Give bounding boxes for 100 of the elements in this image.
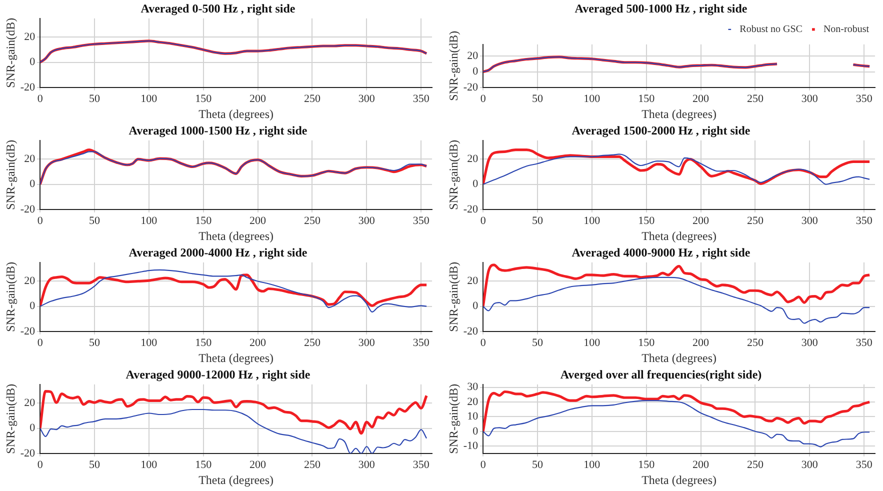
x-tick-label: 100	[584, 214, 601, 227]
x-tick-label: 350	[412, 458, 430, 471]
x-tick-label: 100	[140, 214, 158, 227]
x-axis-title: Theta (degrees)	[198, 106, 274, 121]
legend-label: Robust no GSC	[740, 24, 803, 36]
y-tick-label: -10	[463, 440, 479, 452]
y-tick-label: 20	[467, 275, 479, 288]
x-tick-label: 100	[584, 458, 601, 471]
y-tick-label: 0	[472, 178, 479, 190]
y-tick-label: 0	[472, 425, 479, 438]
y-tick-label: 0	[472, 300, 479, 312]
x-tick-label: 100	[140, 458, 158, 471]
x-tick-label: 250	[304, 458, 321, 471]
y-tick-label: -20	[463, 81, 479, 94]
x-tick-label: 350	[856, 214, 873, 227]
y-tick-label: 20	[467, 153, 479, 166]
x-tick-label: 350	[412, 92, 430, 105]
chart-title: Averaged 500-1000 Hz , right side	[574, 1, 748, 16]
y-tick-label: 20	[24, 153, 36, 166]
x-tick-label: 200	[250, 92, 267, 105]
x-tick-label: 200	[250, 458, 267, 471]
y-axis-title: SNR-gain(dB)	[446, 384, 460, 454]
x-tick-label: 250	[746, 336, 764, 349]
x-tick-label: 100	[584, 336, 601, 349]
y-axis-title: SNR-gain(dB)	[3, 384, 18, 454]
chart-title: Averaged 1500-2000 Hz , right side	[572, 123, 751, 138]
x-tick-label: 150	[638, 214, 656, 227]
x-tick-label: 250	[746, 92, 764, 105]
x-tick-label: 200	[250, 214, 267, 227]
x-tick-label: 150	[195, 92, 212, 105]
x-tick-label: 200	[692, 92, 710, 105]
y-tick-label: 20	[467, 50, 479, 62]
x-tick-label: 250	[304, 92, 321, 105]
chart-title: Averaged 2000-4000 Hz , right side	[128, 245, 308, 260]
y-tick-label: -20	[20, 81, 36, 94]
chart-title: Averaged 4000-9000 Hz , right side	[572, 245, 751, 260]
x-axis-title: Theta (degrees)	[642, 228, 717, 243]
legend-label: Non-robust	[823, 24, 870, 36]
x-tick-label: 300	[801, 214, 818, 227]
y-tick-label: -20	[463, 325, 479, 338]
x-tick-label: 300	[358, 214, 376, 227]
chart-title: Averaged 9000-12000 Hz , right side	[126, 367, 311, 382]
y-axis-title: SNR-gain(dB)	[446, 140, 460, 210]
y-tick-label: 0	[30, 178, 36, 190]
y-tick-label: 0	[472, 66, 479, 78]
x-tick-label: 350	[856, 92, 873, 105]
x-tick-label: 300	[358, 458, 376, 471]
y-tick-label: -20	[20, 203, 36, 216]
chart-title: Averged over all frequencies(right side)	[560, 367, 762, 382]
x-tick-label: 50	[532, 92, 544, 105]
y-tick-label: 20	[24, 31, 36, 44]
y-tick-label: 0	[30, 56, 36, 68]
y-axis-title: SNR-gain(dB)	[3, 262, 18, 332]
x-tick-label: 200	[250, 336, 267, 349]
x-tick-label: 350	[412, 214, 430, 227]
x-tick-label: 50	[89, 336, 100, 349]
x-tick-label: 250	[304, 214, 321, 227]
x-tick-label: 100	[140, 336, 158, 349]
x-tick-label: 300	[358, 92, 376, 105]
y-tick-label: 0	[30, 422, 36, 434]
x-axis-title: Theta (degrees)	[198, 472, 274, 487]
y-tick-label: 10	[467, 410, 479, 423]
x-tick-label: 250	[746, 214, 764, 227]
x-tick-label: 100	[140, 92, 158, 105]
x-tick-label: 150	[638, 458, 656, 471]
x-tick-label: 50	[532, 458, 544, 471]
x-tick-label: 50	[532, 336, 544, 349]
x-tick-label: 300	[801, 458, 818, 471]
x-tick-label: 350	[856, 458, 873, 471]
y-tick-label: 0	[30, 300, 36, 312]
x-tick-label: 300	[801, 336, 818, 349]
chart-title: Averaged 1000-1500 Hz , right side	[128, 123, 308, 138]
x-axis-title: Theta (degrees)	[198, 228, 274, 243]
x-axis-title: Theta (degrees)	[642, 472, 717, 487]
y-axis-title: SNR-gain(dB)	[3, 18, 18, 88]
y-tick-label: 20	[24, 275, 36, 288]
x-tick-label: 150	[638, 336, 656, 349]
x-axis-title: Theta (degrees)	[642, 106, 717, 121]
y-tick-label: 20	[467, 396, 479, 408]
x-tick-label: 200	[692, 458, 710, 471]
x-tick-label: 150	[195, 214, 212, 227]
x-tick-label: 50	[89, 458, 100, 471]
x-tick-label: 100	[584, 92, 601, 105]
y-axis-title: SNR-gain(dB)	[446, 262, 460, 332]
x-tick-label: 350	[856, 336, 873, 349]
x-tick-label: 300	[801, 92, 818, 105]
x-tick-label: 150	[638, 92, 656, 105]
x-tick-label: 150	[195, 458, 212, 471]
chart-title: Averaged 0-500 Hz , right side	[140, 1, 296, 16]
x-tick-label: 200	[692, 336, 710, 349]
x-tick-label: 50	[89, 214, 100, 227]
x-tick-label: 250	[304, 336, 321, 349]
x-tick-label: 200	[692, 214, 710, 227]
x-tick-label: 150	[195, 336, 212, 349]
x-tick-label: 250	[746, 458, 764, 471]
y-tick-label: 30	[467, 381, 479, 394]
x-tick-label: 350	[412, 336, 430, 349]
y-axis-title: SNR-gain(dB)	[446, 30, 460, 101]
x-axis-title: Theta (degrees)	[642, 350, 717, 365]
y-tick-label: -20	[463, 203, 479, 216]
